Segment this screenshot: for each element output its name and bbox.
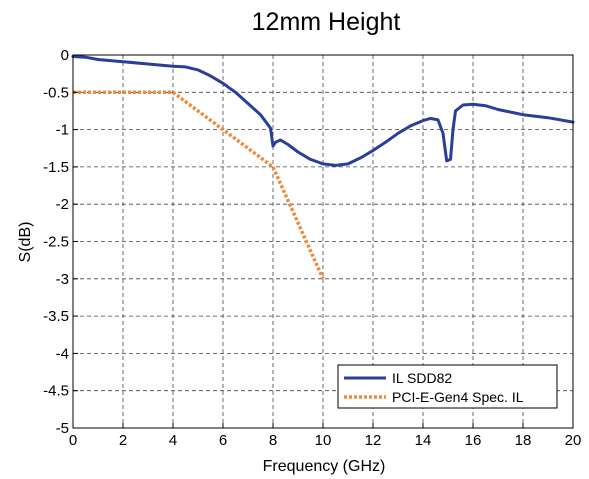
series-line-2: [73, 90, 325, 280]
y-tick-label: -4.5: [43, 383, 69, 400]
x-tick-label: 12: [365, 432, 382, 449]
x-tick-label: 18: [515, 432, 532, 449]
x-tick-label: 16: [465, 432, 482, 449]
y-tick-label: -2: [56, 196, 69, 213]
y-tick-label: -3: [56, 271, 69, 288]
series-line-1: [71, 55, 575, 167]
legend: IL SDD82 PCI-E-Gen4 Spec. IL: [337, 364, 558, 409]
y-tick-label: -2.5: [43, 234, 69, 251]
x-tick-label: 6: [219, 432, 227, 449]
legend-label-2: PCI-E-Gen4 Spec. IL: [392, 389, 524, 405]
x-tick-label: 4: [169, 432, 177, 449]
y-tick-label: -0.5: [43, 84, 69, 101]
x-tick-label: 0: [69, 432, 77, 449]
y-tick-label: 0: [61, 47, 69, 64]
y-tick-label: -3.5: [43, 308, 69, 325]
chart-title: 12mm Height: [252, 8, 401, 36]
axis-ticks: 0 2 4 6 8 10 12 14 16 18 20 0 -0.5 -1 -1.5 -2 -2.5 -3 -3.5…: [43, 47, 581, 449]
y-axis-label: S(dB): [17, 222, 34, 263]
x-tick-label: 14: [415, 432, 432, 449]
legend-box: [337, 364, 558, 409]
x-tick-label: 8: [269, 432, 277, 449]
x-tick-label: 10: [315, 432, 332, 449]
y-tick-label: -1: [56, 122, 69, 139]
x-axis-label: Frequency (GHz): [263, 458, 386, 475]
plot-series: [71, 55, 575, 280]
y-tick-label: -1.5: [43, 159, 69, 176]
x-tick-label: 20: [565, 432, 582, 449]
y-tick-label: -4: [56, 345, 69, 362]
x-tick-label: 2: [119, 432, 127, 449]
legend-label-1: IL SDD82: [392, 370, 452, 386]
y-tick-label: -5: [56, 420, 69, 437]
